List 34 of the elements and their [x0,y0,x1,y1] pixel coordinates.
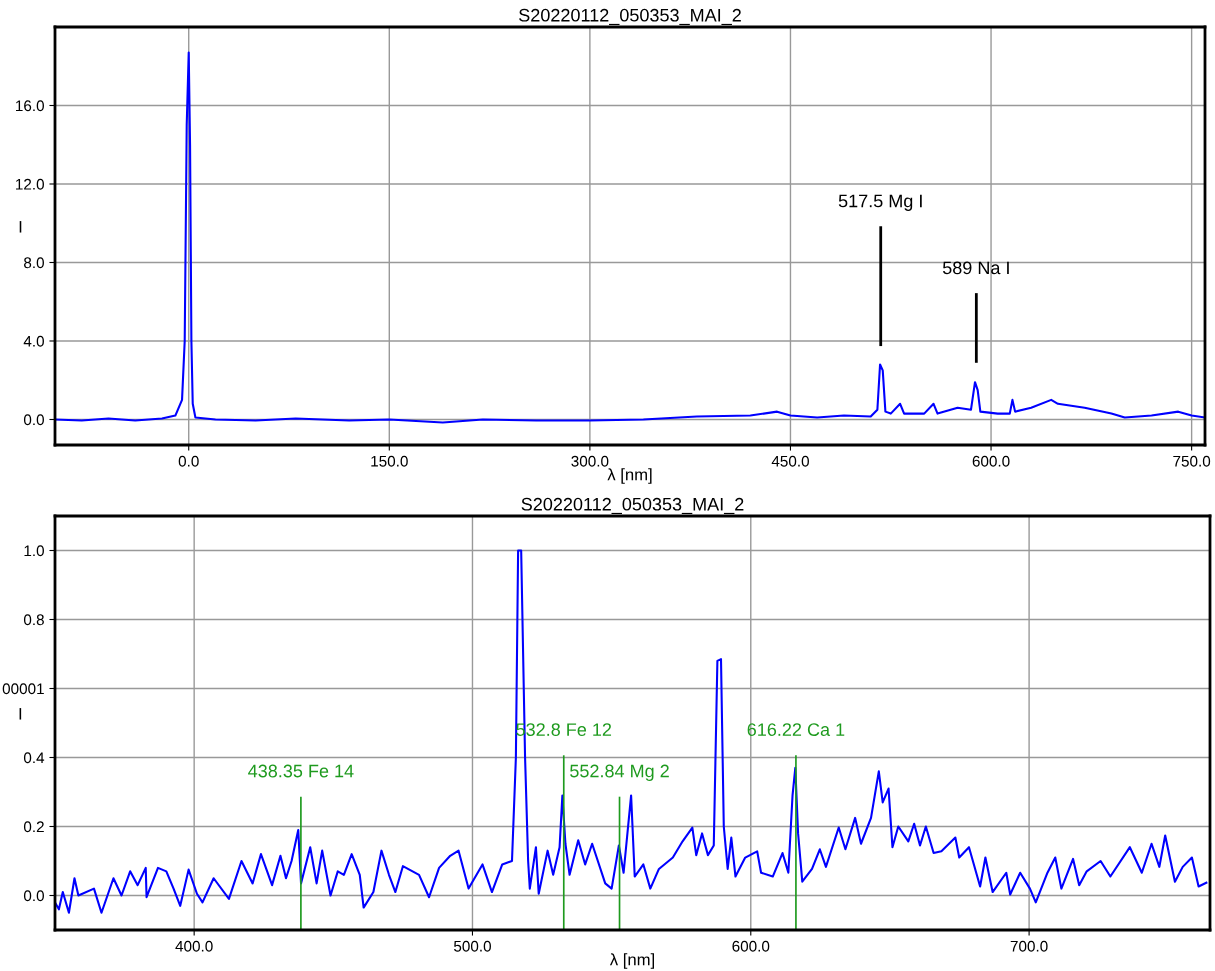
y-tick-label: 00001 [2,683,44,695]
y-tick-label: 0.4 [23,752,45,764]
y-tick-label: 0.2 [23,821,44,833]
line-series [55,51,1205,424]
ref-line-label: 552.84 Mg 2 [570,764,669,781]
y-tick-label: 0.8 [23,614,44,626]
line-series [55,549,1208,914]
x-axis-title: λ [nm] [607,468,652,484]
x-tick-label: 500.0 [453,940,491,952]
y-tick-label: 8.0 [24,257,44,269]
x-axis-title: λ [nm] [609,953,654,969]
x-tick-label: 600.0 [972,455,1010,467]
y-axis-title: I [19,708,22,720]
ref-line-label: 616.22 Ca 1 [747,723,845,736]
y-tick-label: 0.0 [23,414,44,426]
y-tick-label: 16.0 [16,100,44,112]
x-tick-label: 150.0 [371,455,408,467]
y-tick-label: 1.0 [24,545,44,557]
chart-title: S20220112_050353_MAI_2 [521,497,744,515]
x-tick-label: 300.0 [571,455,609,467]
y-tick-label: 4.0 [23,335,44,347]
x-tick-label: 450.0 [771,455,809,467]
y-tick-label: 0.0 [23,890,44,902]
ref-line-label: 438.35 Fe 14 [248,764,354,778]
chart-title: S20220112_050353_MAI_2 [519,8,741,26]
x-tick-label: 700.0 [1010,940,1048,952]
ref-line-label: 589 Na I [942,261,1009,275]
ref-line-label: 517.5 Mg I [838,194,922,211]
x-tick-label: 750.0 [1173,455,1211,467]
y-tick-label: 12.0 [16,178,44,190]
x-tick-label: 400.0 [175,940,213,952]
x-tick-label: 600.0 [732,940,770,952]
y-axis-title: I [19,221,22,233]
x-tick-label: 0.0 [178,455,199,467]
